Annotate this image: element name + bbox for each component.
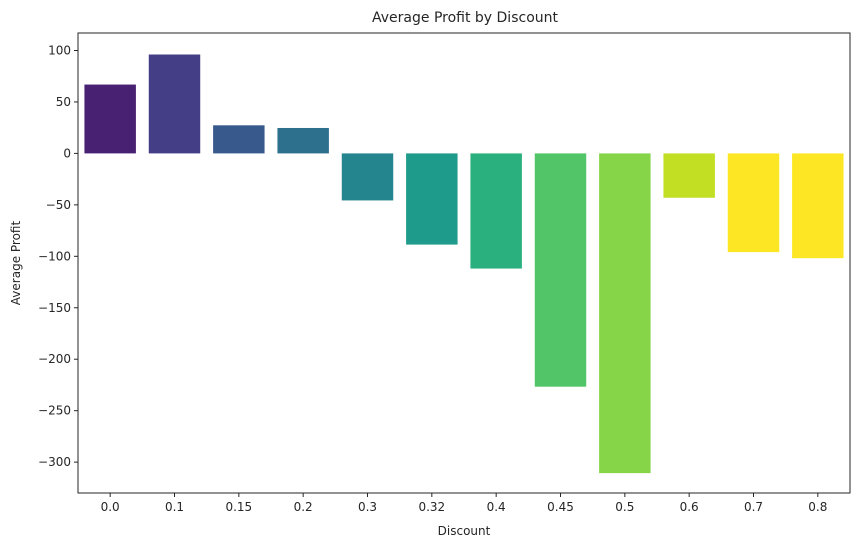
y-tick-label: 100 <box>48 43 71 57</box>
x-tick-label: 0.6 <box>680 500 699 514</box>
y-tick-label: −300 <box>38 455 71 469</box>
bar-0.6 <box>663 153 715 198</box>
bars-group <box>84 54 844 474</box>
x-tick-label: 0.3 <box>358 500 377 514</box>
bar-0.8 <box>792 153 844 259</box>
bar-0.45 <box>534 153 587 387</box>
bar-0.2 <box>277 127 329 154</box>
bar-0.15 <box>213 125 265 154</box>
y-tick-label: −150 <box>38 301 71 315</box>
y-tick-label: 50 <box>56 95 71 109</box>
x-tick-label: 0.15 <box>225 500 252 514</box>
y-tick-label: −250 <box>38 404 71 418</box>
bar-0.7 <box>727 153 780 253</box>
x-tick-label: 0.0 <box>101 500 120 514</box>
x-tick-label: 0.2 <box>294 500 313 514</box>
chart-title: Average Profit by Discount <box>372 10 559 26</box>
x-tick-label: 0.45 <box>547 500 574 514</box>
plot-frame <box>77 32 851 494</box>
y-axis: 100 50 0 −50 −100 −150 −200 −250 −300 <box>38 43 78 469</box>
x-axis: 0.0 0.1 0.15 0.2 0.3 0.32 0.4 0.45 0.5 0.6 0.7 0.8 <box>101 493 827 514</box>
x-tick-label: 0.1 <box>165 500 184 514</box>
x-tick-label: 0.4 <box>487 500 506 514</box>
bar-0.5 <box>599 153 651 474</box>
x-tick-label: 0.5 <box>615 500 634 514</box>
x-axis-title: Discount <box>438 524 491 538</box>
y-tick-label: −200 <box>38 352 71 366</box>
bar-0.0 <box>84 84 136 154</box>
y-tick-label: 0 <box>63 146 71 160</box>
bar-0.3 <box>341 153 394 201</box>
x-tick-label: 0.8 <box>808 500 827 514</box>
y-tick-label: −50 <box>46 198 71 212</box>
bar-0.4 <box>470 153 522 269</box>
y-axis-title: Average Profit <box>9 221 23 306</box>
bar-0.32 <box>406 153 458 245</box>
x-tick-label: 0.32 <box>418 500 445 514</box>
x-tick-label: 0.7 <box>744 500 763 514</box>
y-tick-label: −100 <box>38 249 71 263</box>
bar-0.1 <box>148 54 201 154</box>
